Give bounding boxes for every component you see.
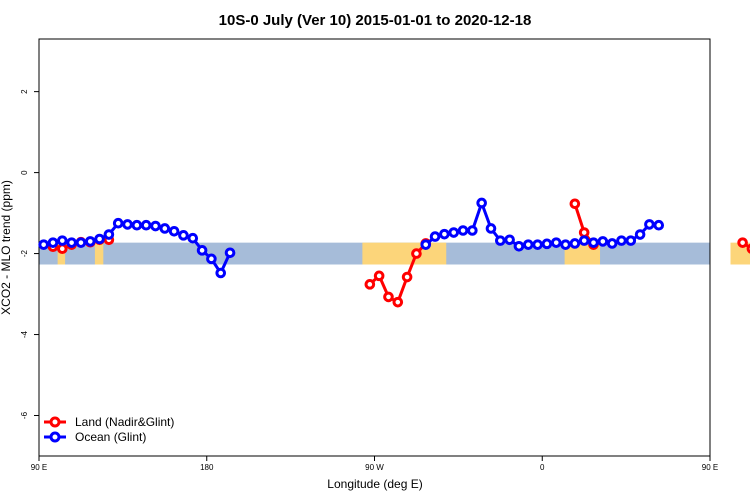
y-tick-label-0: 2 <box>20 89 29 94</box>
ocean-point-1-7 <box>485 223 497 234</box>
ocean-point-0-10 <box>131 219 143 231</box>
legend-marker-land <box>49 416 61 428</box>
legend-label-land: Land (Nadir&Glint) <box>75 415 174 429</box>
ocean-point-1-9 <box>504 234 515 246</box>
ocean-point-1-4 <box>457 225 469 236</box>
ocean-point-0-3 <box>66 237 77 248</box>
x-tick-label-3: 0 <box>540 463 545 472</box>
ocean-point-0-8 <box>112 217 124 229</box>
land-band-segment-1 <box>94 242 104 265</box>
land-band-segment-4 <box>730 242 750 265</box>
ocean-point-1-15 <box>560 239 571 250</box>
ocean-point-0-15 <box>178 230 189 241</box>
land-point-0-1 <box>56 243 68 255</box>
ocean-point-1-6 <box>476 197 487 209</box>
legend: Land (Nadir&Glint) Ocean (Glint) <box>44 415 174 444</box>
y-axis-label: XCO2 - MLO trend (ppm) <box>0 180 13 315</box>
ocean-point-0-16 <box>187 232 199 244</box>
x-tick-label-4: 90 E <box>702 463 718 472</box>
y-tick-label-1: 0 <box>20 170 29 175</box>
legend-label-ocean: Ocean (Glint) <box>75 430 146 444</box>
ocean-point-1-3 <box>448 227 460 238</box>
y-tick-label-2: -2 <box>20 249 29 257</box>
ocean-point-1-18 <box>588 237 599 248</box>
ocean-point-1-0 <box>420 239 432 250</box>
y-tick-label-4: -6 <box>20 411 29 419</box>
x-tick-label-1: 180 <box>200 463 214 472</box>
ocean-point-0-9 <box>122 219 133 230</box>
ocean-point-0-20 <box>224 247 236 259</box>
land-band-segment-2 <box>362 242 447 265</box>
ocean-point-0-13 <box>159 223 171 234</box>
ocean-point-0-18 <box>206 253 217 265</box>
ocean-point-1-2 <box>439 228 450 240</box>
land-point-1-4 <box>401 271 413 283</box>
land-point-1-1 <box>373 270 385 282</box>
ocean-point-0-17 <box>196 245 208 256</box>
ocean-point-1-10 <box>513 240 525 252</box>
ocean-point-0-2 <box>56 235 68 246</box>
ocean-point-1-17 <box>578 235 590 246</box>
x-axis-label: Longitude (deg E) <box>327 477 422 491</box>
ocean-point-0-1 <box>47 237 59 248</box>
ocean-point-0-11 <box>140 219 152 231</box>
ocean-point-1-5 <box>467 225 478 236</box>
ocean-point-1-1 <box>429 231 441 242</box>
land-point-2-0 <box>569 198 581 210</box>
chart-title: 10S-0 July (Ver 10) 2015-01-01 to 2020-1… <box>219 12 532 29</box>
ocean-point-1-11 <box>522 239 534 250</box>
land-point-3-0 <box>737 237 748 248</box>
ocean-point-0-5 <box>84 236 96 247</box>
ocean-point-1-14 <box>550 237 562 248</box>
land-point-1-0 <box>364 279 376 290</box>
x-tick-label-2: 90 W <box>365 463 384 472</box>
ocean-point-1-19 <box>597 236 609 247</box>
ocean-point-0-6 <box>94 233 105 245</box>
y-tick-label-3: -4 <box>20 330 29 338</box>
ocean-point-0-19 <box>215 267 227 279</box>
legend-marker-ocean <box>49 431 61 443</box>
ocean-point-0-7 <box>103 229 115 240</box>
ocean-point-1-8 <box>495 235 506 246</box>
series-layer <box>38 197 750 308</box>
ocean-point-1-13 <box>541 238 553 250</box>
ocean-point-1-21 <box>616 235 627 246</box>
ocean-point-1-23 <box>634 229 646 240</box>
ocean-point-1-20 <box>606 238 618 249</box>
ocean-point-1-22 <box>625 235 637 246</box>
ocean-point-1-16 <box>569 238 581 249</box>
ocean-point-1-12 <box>532 239 543 250</box>
ocean-point-1-25 <box>653 219 665 231</box>
ocean-point-0-14 <box>168 226 180 237</box>
x-tick-label-0: 90 E <box>31 463 47 472</box>
ocean-point-0-12 <box>150 220 161 232</box>
land-point-2-1 <box>578 227 590 238</box>
ocean-point-0-4 <box>75 237 87 248</box>
land-point-1-2 <box>383 291 394 303</box>
land-point-1-3 <box>392 296 404 308</box>
ocean-point-0-0 <box>38 239 49 250</box>
land-point-1-5 <box>411 248 422 259</box>
ocean-point-1-24 <box>644 219 655 230</box>
background-band <box>39 242 750 265</box>
